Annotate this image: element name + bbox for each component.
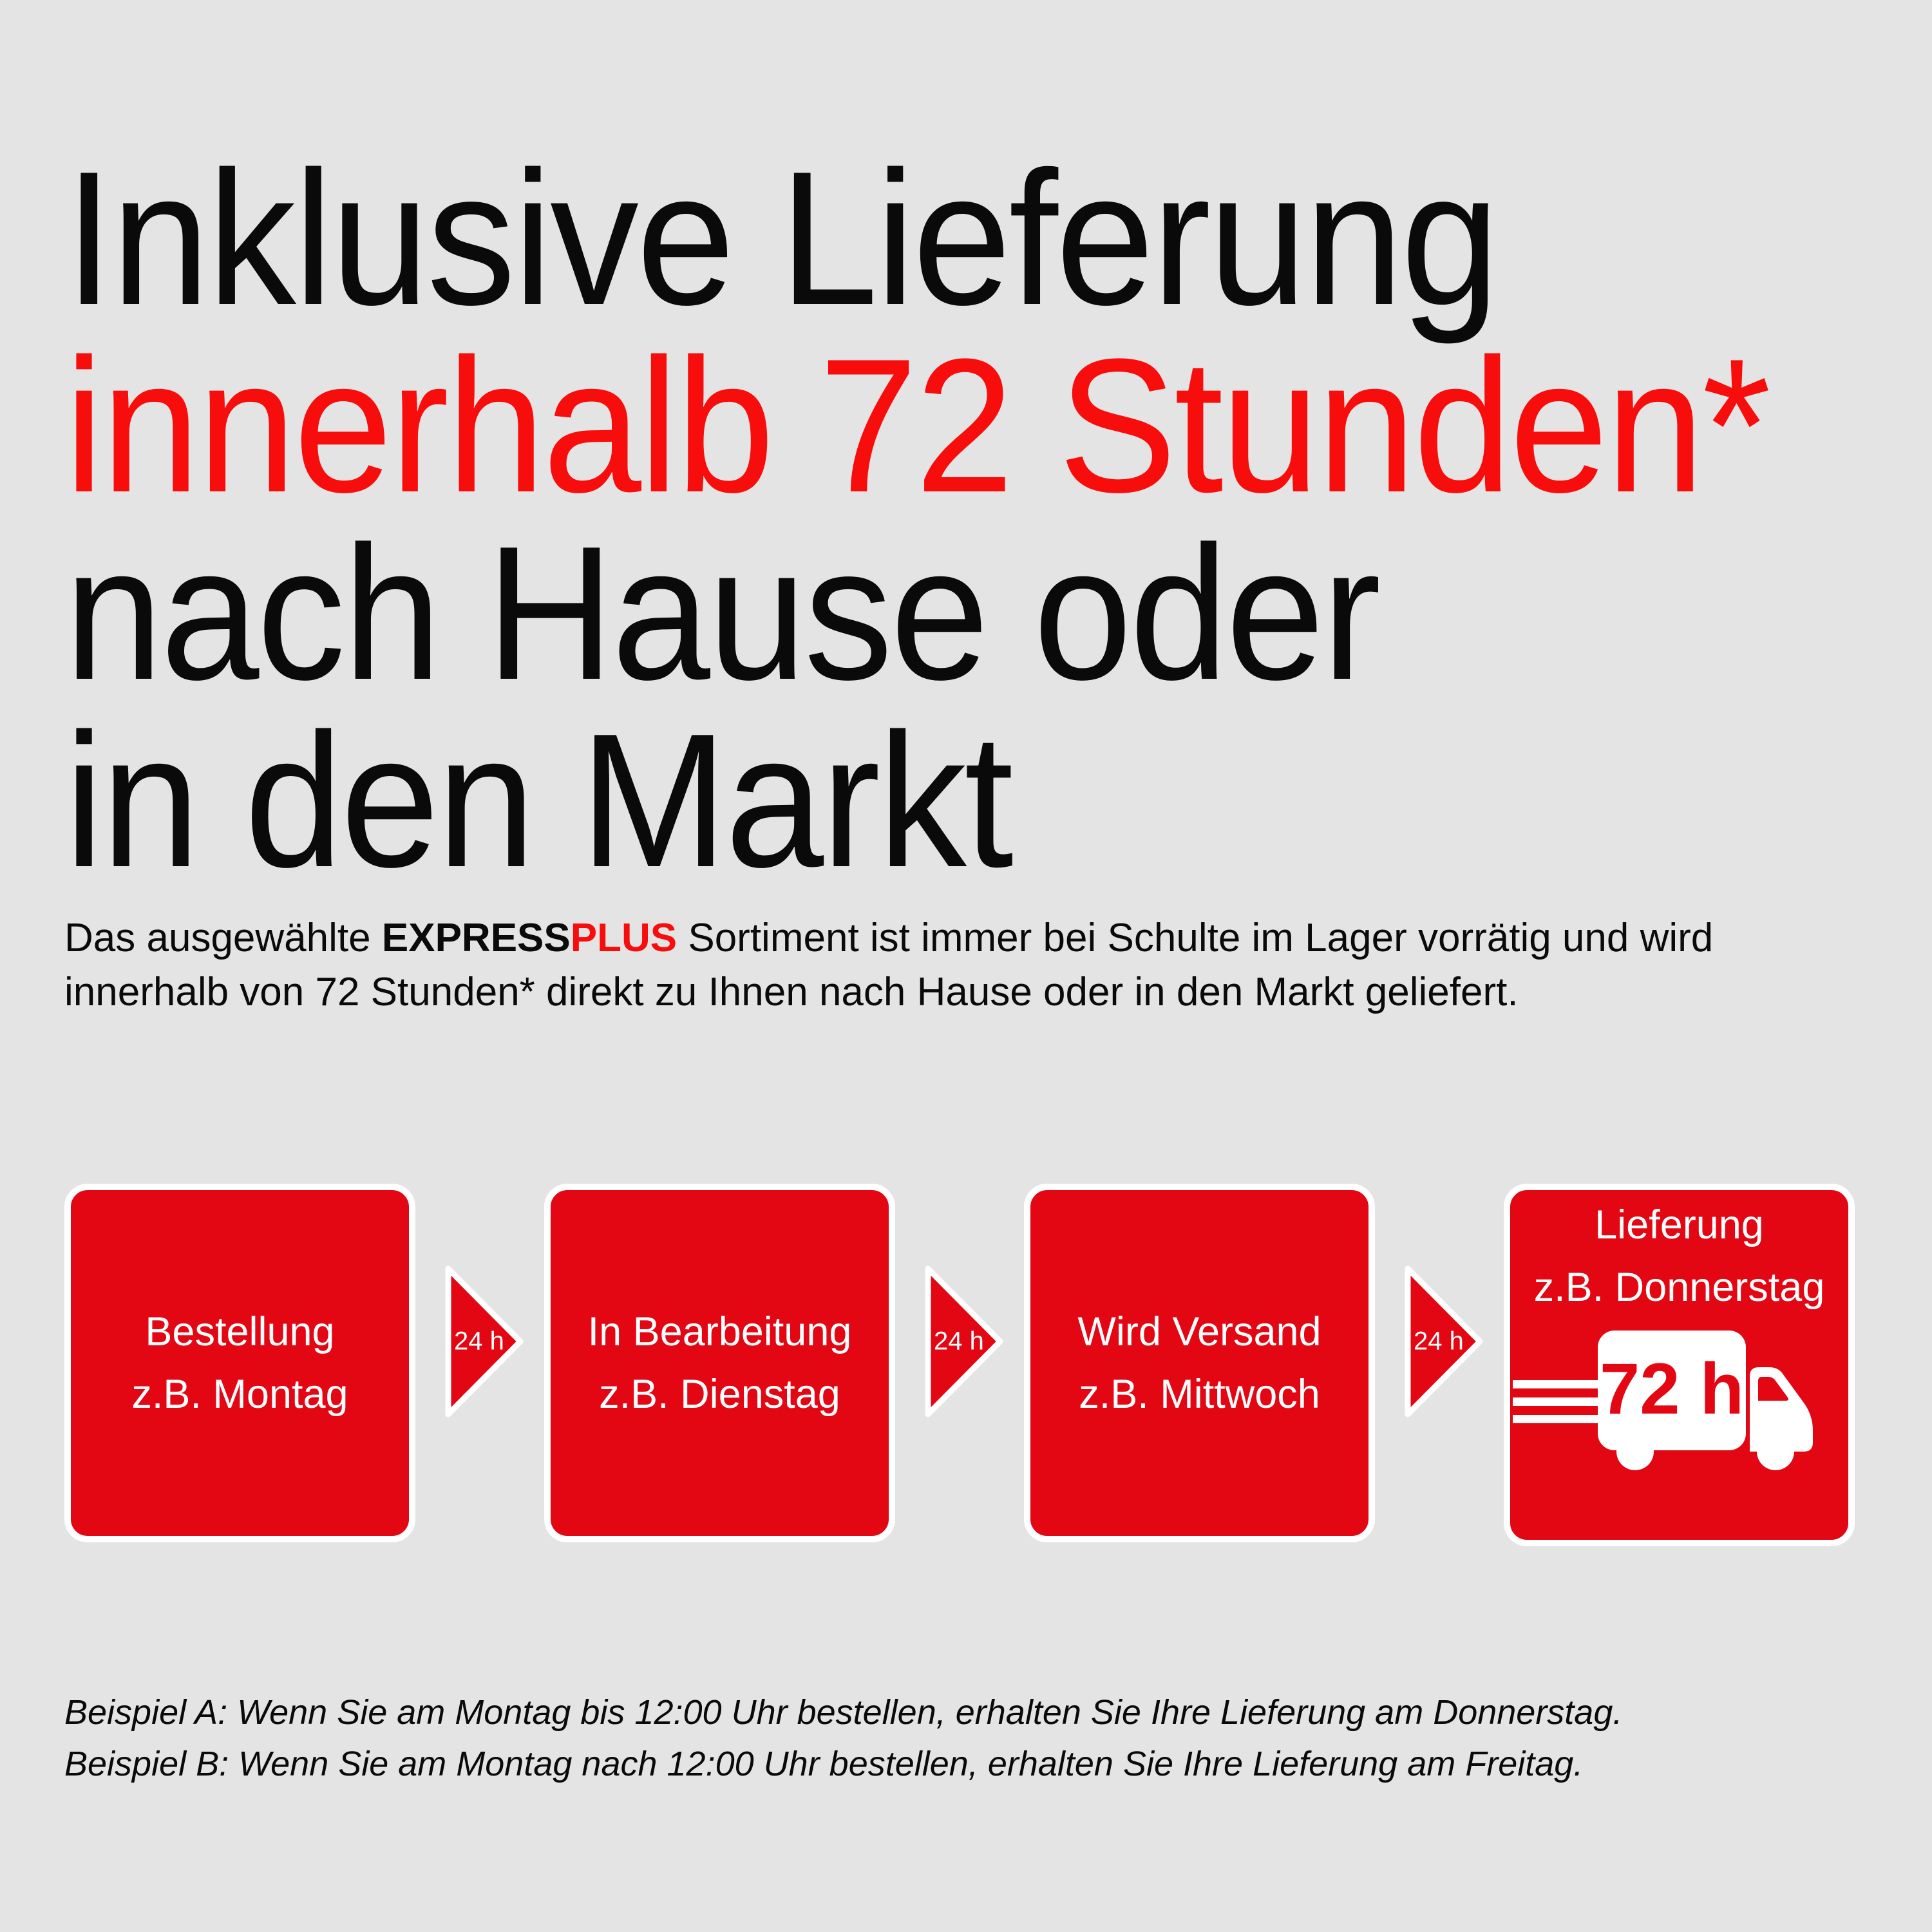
flow-arrow-icon: 24 h: [1405, 1264, 1483, 1419]
headline-line-2-accent: innerhalb 72 Stunden*: [64, 319, 1771, 532]
step-title: Lieferung: [1595, 1202, 1764, 1247]
brand-express: EXPRESS: [381, 916, 571, 960]
speed-line-icon: [1513, 1397, 1598, 1406]
truck-window: [1758, 1377, 1788, 1401]
step-subtitle: z.B. Donnerstag: [1533, 1265, 1825, 1310]
headline-line-3: nach Hause oder: [64, 506, 1381, 719]
intro-line-1: Das ausgewählte EXPRESSPLUS Sortiment is…: [64, 911, 1713, 965]
headline-line-4: in den Markt: [64, 694, 1014, 907]
speed-line-icon: [1513, 1415, 1598, 1423]
step-subtitle: z.B. Montag: [131, 1371, 348, 1417]
flow-step-bearbeitung: In Bearbeitung z.B. Dienstag: [544, 1184, 895, 1542]
example-line-a: Beispiel A: Wenn Sie am Montag bis 12:00…: [64, 1693, 1623, 1732]
flow-step-versand: Wird Versand z.B. Mittwoch: [1024, 1184, 1375, 1542]
arrow-24h-label: 24 h: [1414, 1327, 1464, 1356]
intro-paragraph: Das ausgewählte EXPRESSPLUS Sortiment is…: [64, 911, 1713, 1019]
intro-line-2: innerhalb von 72 Stunden* direkt zu Ihne…: [64, 970, 1519, 1014]
flow-arrow-icon: 24 h: [445, 1264, 524, 1419]
delivery-truck-icon: 72 h: [1513, 1331, 1813, 1470]
step-subtitle: z.B. Mittwoch: [1079, 1371, 1320, 1417]
brand-plus: PLUS: [570, 916, 677, 960]
headline: Inklusive Lieferung innerhalb 72 Stunden…: [64, 131, 1771, 907]
headline-line-1: Inklusive Lieferung: [64, 131, 1499, 345]
speed-line-icon: [1513, 1380, 1598, 1388]
step-subtitle: z.B. Dienstag: [599, 1371, 840, 1417]
example-footnotes: Beispiel A: Wenn Sie am Montag bis 12:00…: [64, 1687, 1622, 1790]
truck-72h-label: 72 h: [1600, 1349, 1744, 1429]
arrow-24h-label: 24 h: [454, 1327, 504, 1356]
step-title: In Bearbeitung: [587, 1309, 852, 1354]
truck-wheel-icon: [1616, 1433, 1654, 1470]
intro-prefix: Das ausgewählte: [64, 916, 382, 960]
intro-suffix: Sortiment ist immer bei Schulte im Lager…: [677, 916, 1714, 960]
step-title: Bestellung: [145, 1309, 335, 1354]
truck-wheel-icon: [1757, 1433, 1794, 1470]
flow-step-bestellung: Bestellung z.B. Montag: [64, 1184, 415, 1542]
flow-step-lieferung: Lieferung z.B. Donnerstag 72 h: [1504, 1184, 1855, 1546]
truck-cargo-box: [1598, 1331, 1746, 1450]
flow-arrow-icon: 24 h: [925, 1264, 1003, 1419]
arrow-24h-label: 24 h: [934, 1327, 984, 1356]
step-title: Wird Versand: [1077, 1309, 1321, 1354]
example-line-b: Beispiel B: Wenn Sie am Montag nach 12:0…: [64, 1745, 1584, 1783]
